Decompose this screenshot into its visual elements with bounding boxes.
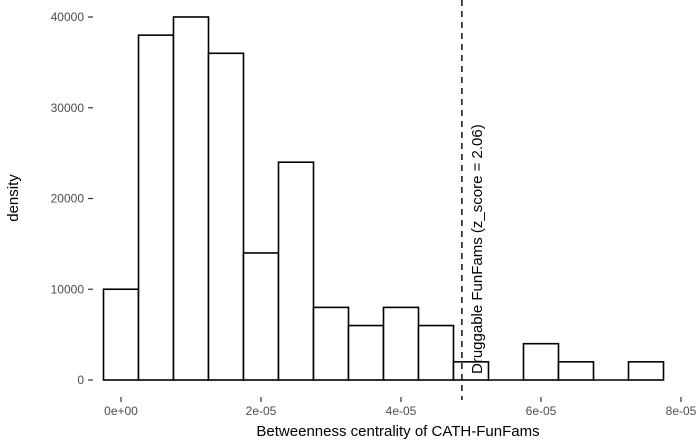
histogram-bar <box>172 16 210 381</box>
x-axis: 0e+00 2e-05 4e-05 6e-05 8e-05 <box>104 397 697 418</box>
y-tick-label: 20000 <box>51 192 85 206</box>
x-tick-label: 0e+00 <box>104 404 138 418</box>
y-axis: 0 10000 20000 30000 40000 <box>51 10 93 387</box>
x-axis-title: Betweenness centrality of CATH-FunFams <box>256 423 539 440</box>
histogram-bar <box>277 161 315 381</box>
x-tick-label: 4e-05 <box>386 404 417 418</box>
x-tick-label: 8e-05 <box>666 404 697 418</box>
y-tick-label: 10000 <box>51 282 85 296</box>
y-tick-label: 0 <box>77 373 84 387</box>
histogram-bar <box>312 306 350 381</box>
reference-line-label: Druggable FunFams (z_score = 2.06) <box>469 124 486 374</box>
histogram-bar <box>137 34 175 381</box>
reference-line: Druggable FunFams (z_score = 2.06) <box>461 0 486 400</box>
histogram-bar <box>417 324 455 381</box>
y-tick-label: 40000 <box>51 10 85 24</box>
x-tick-label: 6e-05 <box>526 404 557 418</box>
histogram-bar <box>382 306 420 381</box>
histogram-bar <box>557 361 595 381</box>
histogram-bar <box>102 288 140 381</box>
x-tick-label: 2e-05 <box>246 404 277 418</box>
histogram-bar <box>242 252 280 381</box>
histogram-bar <box>522 342 560 381</box>
histogram-bars <box>102 16 665 381</box>
y-tick-label: 30000 <box>51 101 85 115</box>
histogram-bar <box>207 52 245 381</box>
y-axis-title: density <box>5 174 22 222</box>
histogram-bar <box>347 324 385 381</box>
histogram-bar <box>627 361 665 381</box>
